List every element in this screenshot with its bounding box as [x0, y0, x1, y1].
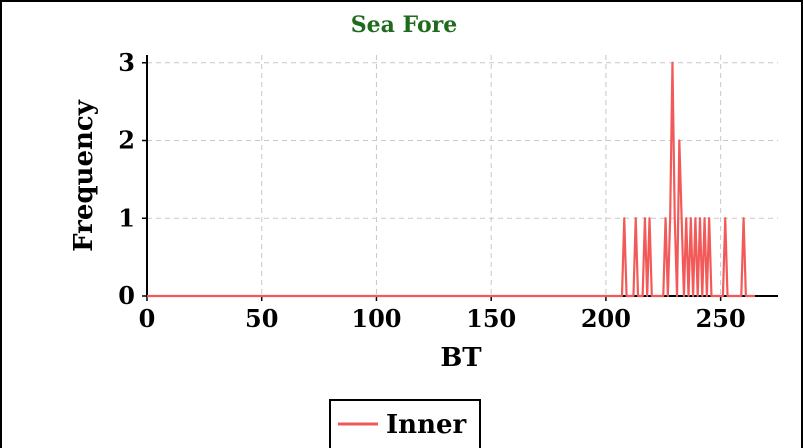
legend-label-inner: Inner: [386, 410, 467, 440]
y-tick-label: 2: [118, 126, 135, 155]
y-tick-label: 3: [118, 48, 135, 77]
legend: Inner: [329, 399, 481, 448]
x-tick-label: 0: [139, 304, 156, 333]
chart-title: Sea Fore: [351, 12, 457, 38]
series-layer: [147, 61, 756, 298]
tick-labels: 0 50 100 150 200 250 0 1 2 3: [118, 48, 745, 333]
x-tick-label: 150: [466, 304, 516, 333]
series-line-inner: [147, 61, 756, 298]
x-tick-label: 100: [351, 304, 401, 333]
y-tick-label: 0: [118, 281, 135, 310]
x-tick-label: 50: [245, 304, 278, 333]
y-tick-label: 1: [118, 203, 135, 232]
x-tick-label: 200: [581, 304, 631, 333]
x-axis-label: BT: [440, 343, 482, 373]
y-axis-label: Frequency: [69, 99, 99, 252]
x-tick-label: 250: [696, 304, 746, 333]
